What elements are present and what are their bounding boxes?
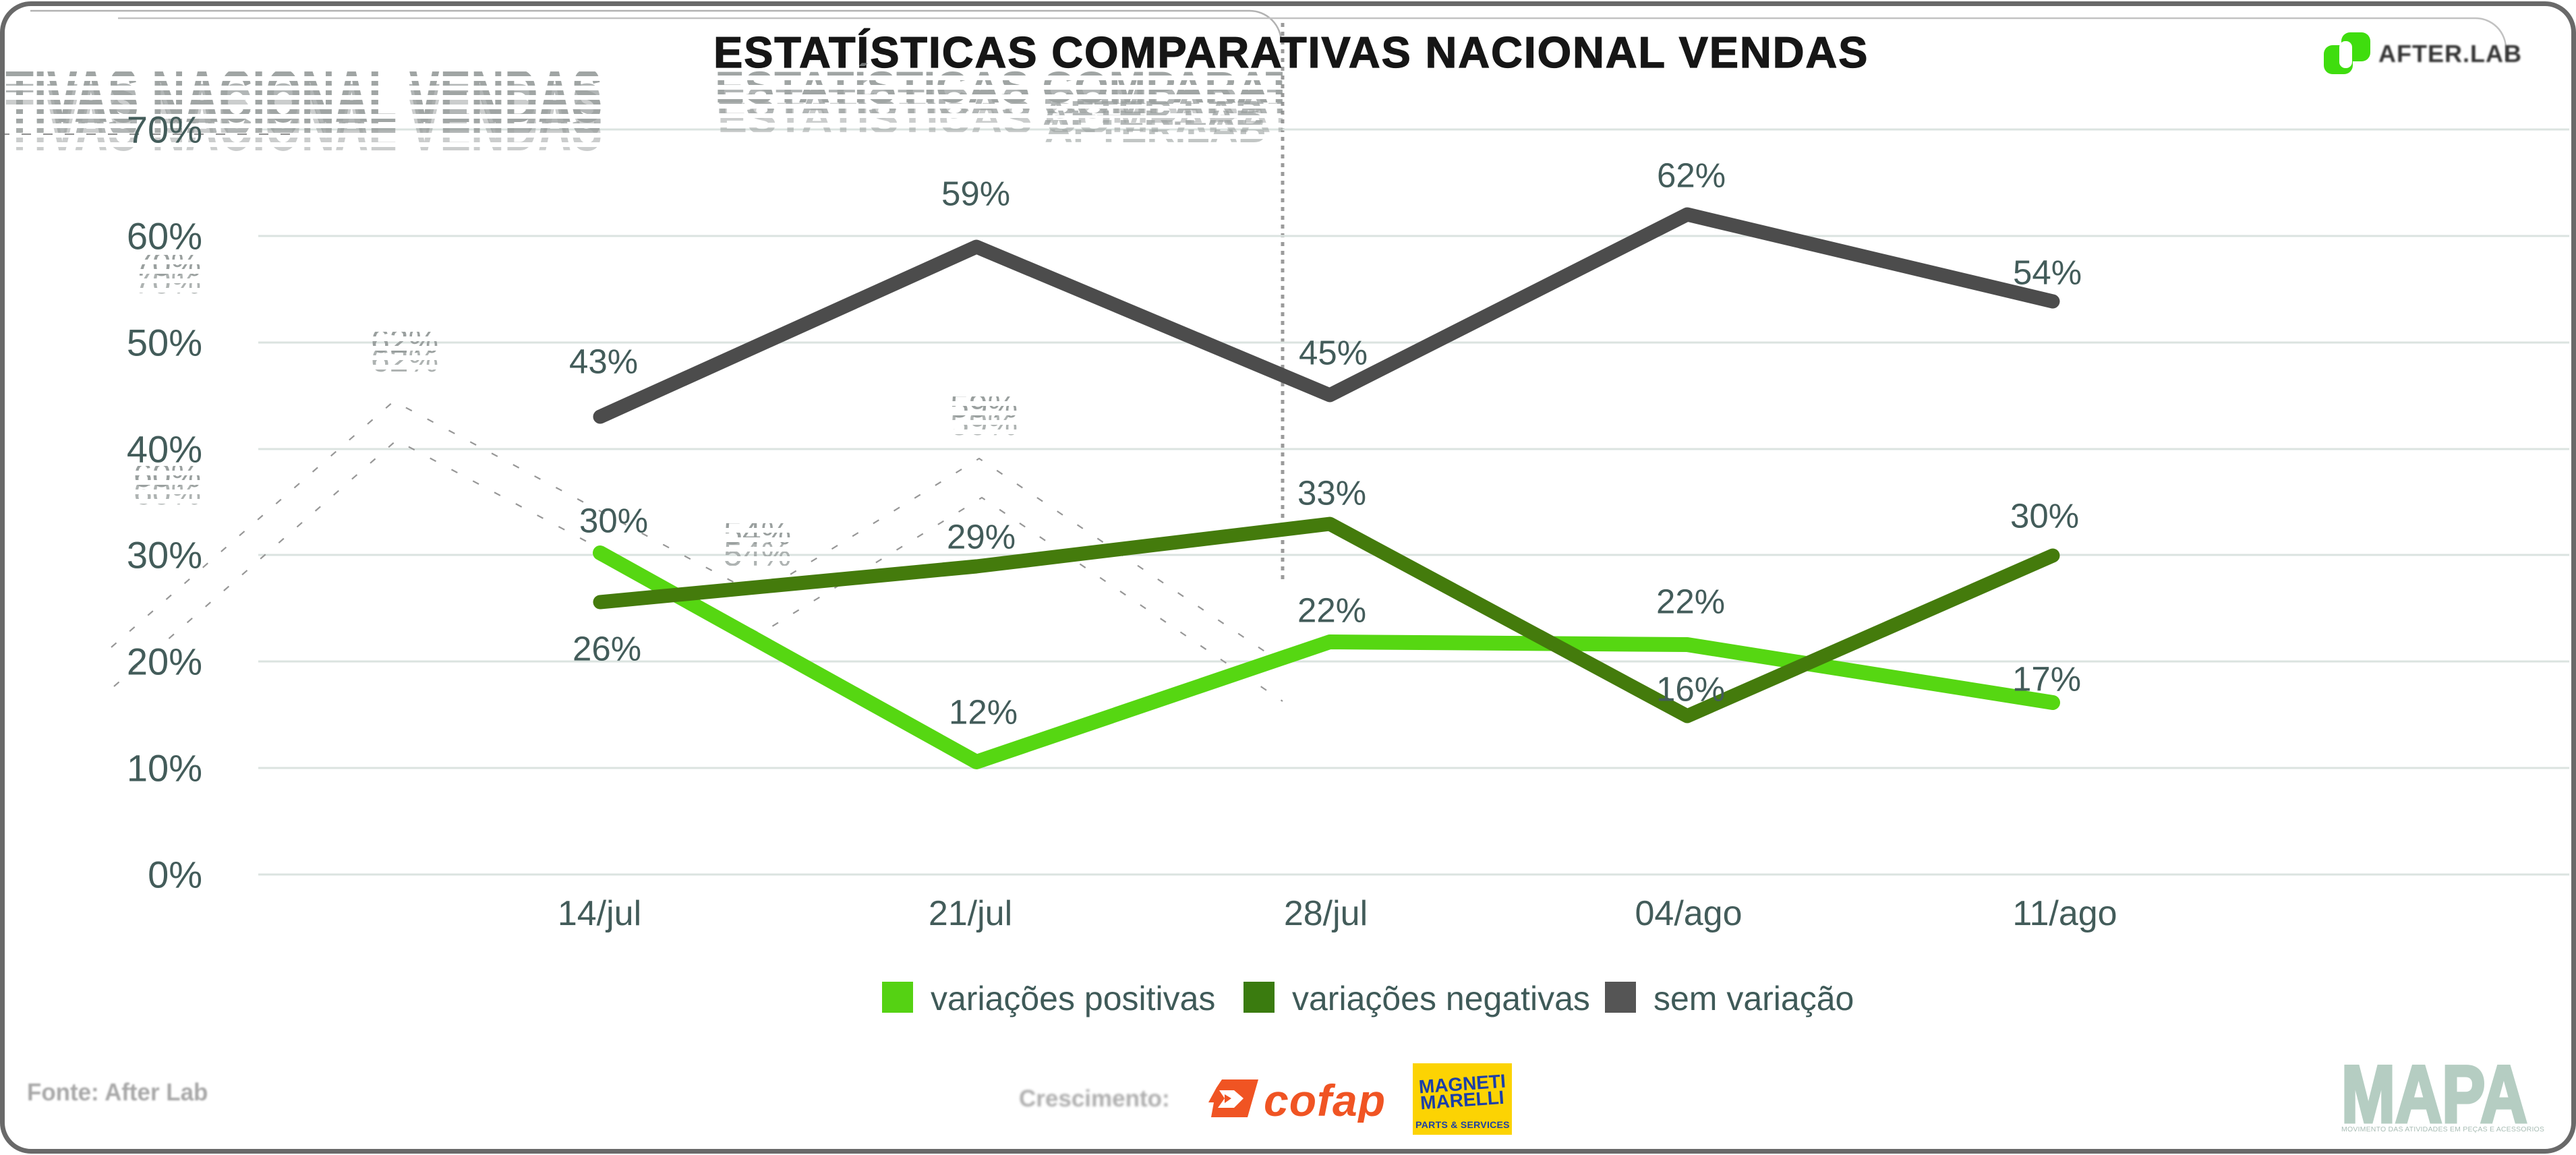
svg-text:PARTS & SERVICES: PARTS & SERVICES [1415, 1119, 1510, 1130]
svg-text:cofap: cofap [1264, 1075, 1386, 1123]
svg-text:AFTER.LAB: AFTER.LAB [2378, 40, 2522, 67]
